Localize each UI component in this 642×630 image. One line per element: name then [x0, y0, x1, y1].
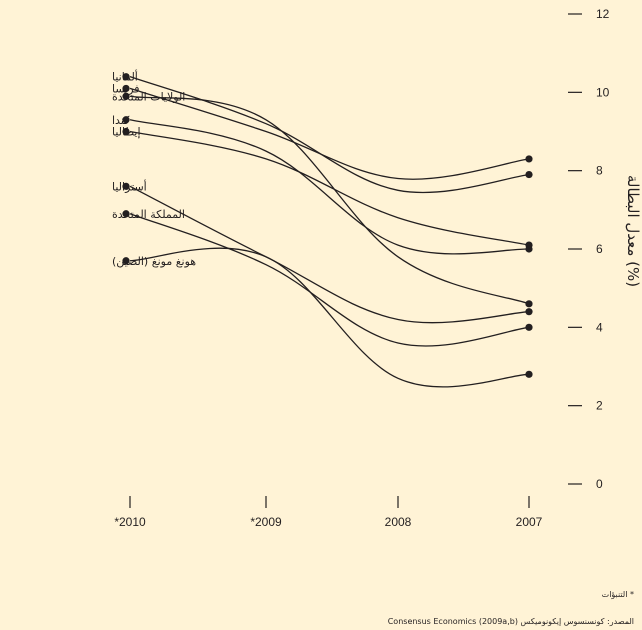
y-tick-label: 8 [596, 164, 603, 178]
y-tick-label: 12 [596, 7, 610, 21]
series-line [129, 76, 530, 194]
y-tick-label: 10 [596, 85, 610, 99]
series-end-marker [525, 370, 533, 378]
series-label: المملكة المتحدة [112, 208, 185, 221]
y-tick-label: 6 [596, 242, 603, 256]
series-end-marker [525, 308, 533, 316]
x-tick-label: 2007 [516, 515, 543, 529]
series-label: ألمانيا [112, 70, 138, 84]
x-tick-label: 2008 [385, 515, 412, 529]
series-label: الولايات المتحدة [112, 90, 185, 103]
series-start-marker [122, 127, 130, 136]
series-start-marker [122, 73, 130, 81]
series-line [129, 87, 530, 180]
x-tick-label: *2010 [114, 515, 146, 529]
x-tick-label: *2009 [250, 515, 282, 529]
y-tick-label: 4 [596, 320, 603, 334]
series-end-marker [525, 323, 533, 331]
series-end-marker [525, 300, 533, 308]
series-start-marker [122, 257, 130, 265]
series-end-marker [525, 155, 533, 163]
series-label: فرنسا [112, 82, 140, 95]
forecast-footnote: * التنبؤات [601, 590, 634, 599]
series-start-marker [122, 84, 130, 93]
series-line [129, 213, 530, 347]
series-label: أستراليا [112, 179, 147, 193]
series-line [129, 119, 530, 255]
series-start-marker [122, 210, 130, 218]
y-tick-label: 0 [596, 477, 603, 491]
series-line [129, 247, 530, 388]
series-end-marker [525, 241, 533, 249]
series-label: هونغ مونغ (الصين) [112, 255, 196, 268]
series-start-marker [122, 116, 130, 124]
series-end-marker [525, 170, 533, 179]
y-tick-label: 2 [596, 399, 603, 413]
series-line [129, 185, 530, 324]
series-line [129, 95, 530, 305]
y-axis-label: معدل البطالة (%) [624, 175, 642, 287]
series-line [129, 130, 530, 246]
series-label: كندا [112, 114, 130, 127]
series-start-marker [122, 182, 130, 190]
source-note: المصدر: كونسنسوس إيكونوميكس Consensus Ec… [387, 617, 634, 626]
series-start-marker [122, 92, 130, 100]
series-label: إيطاليا [112, 126, 141, 139]
